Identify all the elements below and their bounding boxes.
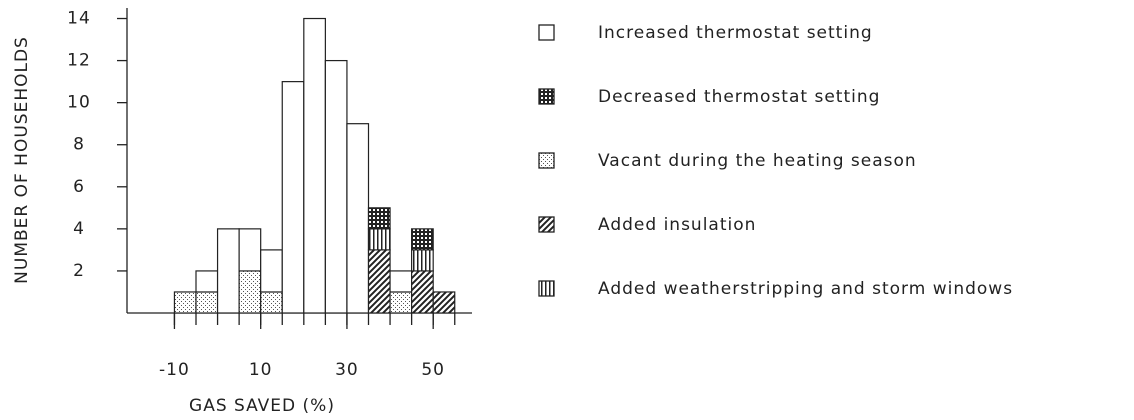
bar-segment	[411, 270, 434, 314]
bar-segment	[238, 228, 262, 272]
legend-label: Decreased thermostat setting	[598, 87, 880, 107]
legend-label: Vacant during the heating season	[598, 151, 917, 171]
bar-segment	[367, 207, 391, 230]
x-tick-label: 50	[421, 360, 445, 380]
legend-label: Increased thermostat setting	[598, 23, 873, 43]
bar-segment	[195, 291, 219, 314]
y-axis-label: NUMBER OF HOUSEHOLDS	[12, 36, 32, 284]
bar-segment	[367, 249, 391, 314]
y-tick-label: 14	[67, 9, 91, 29]
legend-swatch	[538, 216, 555, 233]
bar-segment	[303, 17, 326, 314]
legend-swatch	[538, 152, 555, 169]
bar-segment	[281, 81, 305, 314]
bar-segment	[216, 228, 240, 314]
legend-label: Added insulation	[598, 215, 756, 235]
bar-segment	[346, 123, 370, 314]
x-tick-label: 10	[249, 360, 273, 380]
bar-segment	[324, 59, 348, 314]
bar-segment	[411, 249, 434, 272]
y-tick-label: 10	[67, 93, 91, 113]
y-tick-label: 6	[73, 177, 85, 197]
bar-segment	[432, 291, 456, 314]
x-tick-label: 30	[335, 360, 359, 380]
bar-segment	[389, 291, 413, 314]
y-tick-label: 4	[73, 219, 85, 239]
bar-segment	[195, 270, 219, 293]
bar-segment	[389, 270, 413, 293]
bar-segment	[260, 291, 283, 314]
y-tick-label: 12	[67, 51, 91, 71]
x-axis-label: GAS SAVED (%)	[189, 396, 335, 416]
bar-segment	[367, 228, 391, 251]
bar-segment	[173, 291, 197, 314]
bar-segment	[238, 270, 262, 314]
y-tick-label: 8	[73, 135, 85, 155]
x-tick-label: -10	[159, 360, 190, 380]
y-tick-label: 2	[73, 261, 85, 281]
legend-label: Added weatherstripping and storm windows	[598, 279, 1013, 299]
bar-segment	[411, 228, 434, 251]
legend-swatch	[538, 24, 555, 41]
legend-swatch	[538, 280, 555, 297]
legend-swatch	[538, 88, 555, 105]
bar-segment	[260, 249, 283, 293]
